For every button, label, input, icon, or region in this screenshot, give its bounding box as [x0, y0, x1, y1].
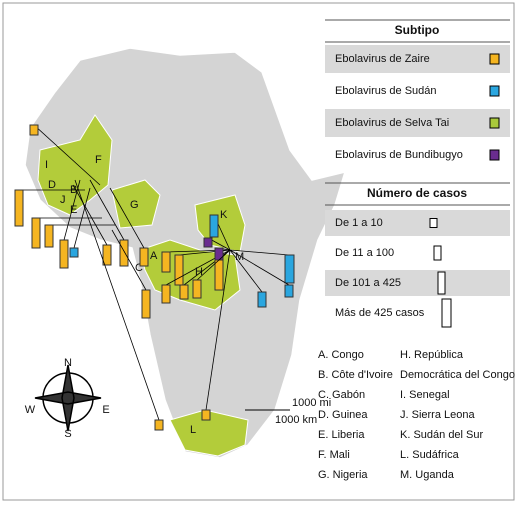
- leader-line: [72, 184, 108, 246]
- legend-swatch: [489, 53, 500, 65]
- country-key: E. Liberia: [318, 429, 365, 441]
- legend-label: Ebolavirus de Zaire: [335, 53, 430, 65]
- leader-line: [89, 179, 125, 241]
- outbreak-bar: [139, 247, 149, 267]
- size-icon: [433, 245, 442, 261]
- map-label: M: [235, 251, 244, 263]
- outbreak-bar: [102, 244, 112, 266]
- country-key: Democrática del Congo: [400, 369, 515, 381]
- map-label: D: [48, 179, 56, 191]
- outbreak-bar: [284, 284, 294, 298]
- outbreak-bar: [59, 239, 69, 269]
- compass: [34, 364, 102, 432]
- legend-row: [325, 45, 510, 73]
- map-label: K: [220, 209, 228, 221]
- scale-label: 1000 mi: [292, 397, 331, 409]
- compass-letter: E: [102, 404, 109, 416]
- country-key: B. Côte d'Ivoire: [318, 369, 393, 381]
- map-label: E: [70, 204, 77, 216]
- leader-line: [33, 124, 101, 186]
- outbreak-bar: [69, 247, 79, 258]
- compass-letter: W: [25, 404, 36, 416]
- leader-line: [109, 187, 145, 249]
- outbreak-bar: [161, 284, 171, 304]
- outbreak-bar: [214, 259, 224, 291]
- legend-label: De 101 a 425: [335, 277, 401, 289]
- outbreak-bar: [179, 284, 189, 300]
- outbreak-bar: [284, 254, 295, 284]
- legend-swatch: [489, 149, 500, 161]
- legend-label: De 1 a 10: [335, 217, 383, 229]
- country-key: D. Guinea: [318, 409, 368, 421]
- country-key: A. Congo: [318, 349, 364, 361]
- leader-line: [229, 249, 290, 286]
- country-key: H. República: [400, 349, 464, 361]
- size-icon: [429, 218, 438, 228]
- legend-row: [325, 109, 510, 137]
- country-key: I. Senegal: [400, 389, 450, 401]
- map-label: I: [45, 159, 48, 171]
- outbreak-bar: [203, 237, 213, 248]
- scale-label: 1000 km: [275, 414, 317, 426]
- outbreak-bar: [141, 289, 151, 319]
- map-label: A: [150, 250, 158, 262]
- outbreak-bar: [209, 214, 219, 238]
- legend-row: [325, 210, 510, 236]
- map-label: H: [195, 266, 203, 278]
- country-key: J. Sierra Leona: [400, 409, 475, 421]
- legend-swatch: [489, 85, 500, 97]
- outbreak-bar: [201, 409, 211, 421]
- outbreak-bar: [161, 251, 171, 273]
- legend-label: Más de 425 casos: [335, 307, 425, 319]
- outbreak-bar: [257, 291, 267, 308]
- outbreak-bar: [119, 239, 129, 267]
- legend-label: Ebolavirus de Bundibugyo: [335, 149, 463, 161]
- legend-row: [325, 270, 510, 296]
- outbreak-bar: [31, 217, 41, 249]
- leader-line: [73, 187, 91, 249]
- map-label: F: [95, 154, 102, 166]
- compass-letter: S: [64, 428, 71, 440]
- leader-line: [229, 249, 290, 256]
- legend-swatch: [489, 117, 500, 129]
- leader-line: [205, 249, 231, 411]
- country-key: F. Mali: [318, 449, 350, 461]
- leader-line: [74, 179, 160, 421]
- outbreak-bar: [154, 419, 164, 431]
- country-key: L. Sudáfrica: [400, 449, 460, 461]
- outbreak-bar: [174, 254, 184, 286]
- outbreak-bar: [44, 224, 54, 248]
- map-label: L: [190, 424, 196, 436]
- size-icon: [437, 271, 446, 295]
- country-key: K. Sudán del Sur: [400, 429, 484, 441]
- compass-letter: N: [64, 357, 72, 369]
- leader-line: [196, 249, 231, 281]
- size-icon: [441, 298, 452, 328]
- legend-label: Ebolavirus de Sudán: [335, 85, 437, 97]
- leader-line: [229, 249, 263, 293]
- leader-line: [111, 229, 147, 291]
- legend-label: De 11 a 100: [335, 247, 394, 259]
- legend-label: Ebolavirus de Selva Tai: [335, 117, 449, 129]
- country-key: C. Gabón: [318, 389, 365, 401]
- outbreak-bar: [29, 124, 39, 136]
- leader-line: [63, 179, 81, 241]
- country-key: G. Nigeria: [318, 469, 368, 481]
- map-label: C: [135, 262, 143, 274]
- map-label: G: [130, 199, 139, 211]
- legend-title: Número de casos: [367, 186, 467, 200]
- map-label: J: [60, 194, 66, 206]
- country-key: M. Uganda: [400, 469, 455, 481]
- legend-title: Subtipo: [395, 23, 440, 37]
- outbreak-bar: [14, 189, 24, 227]
- outbreak-bar: [192, 279, 202, 299]
